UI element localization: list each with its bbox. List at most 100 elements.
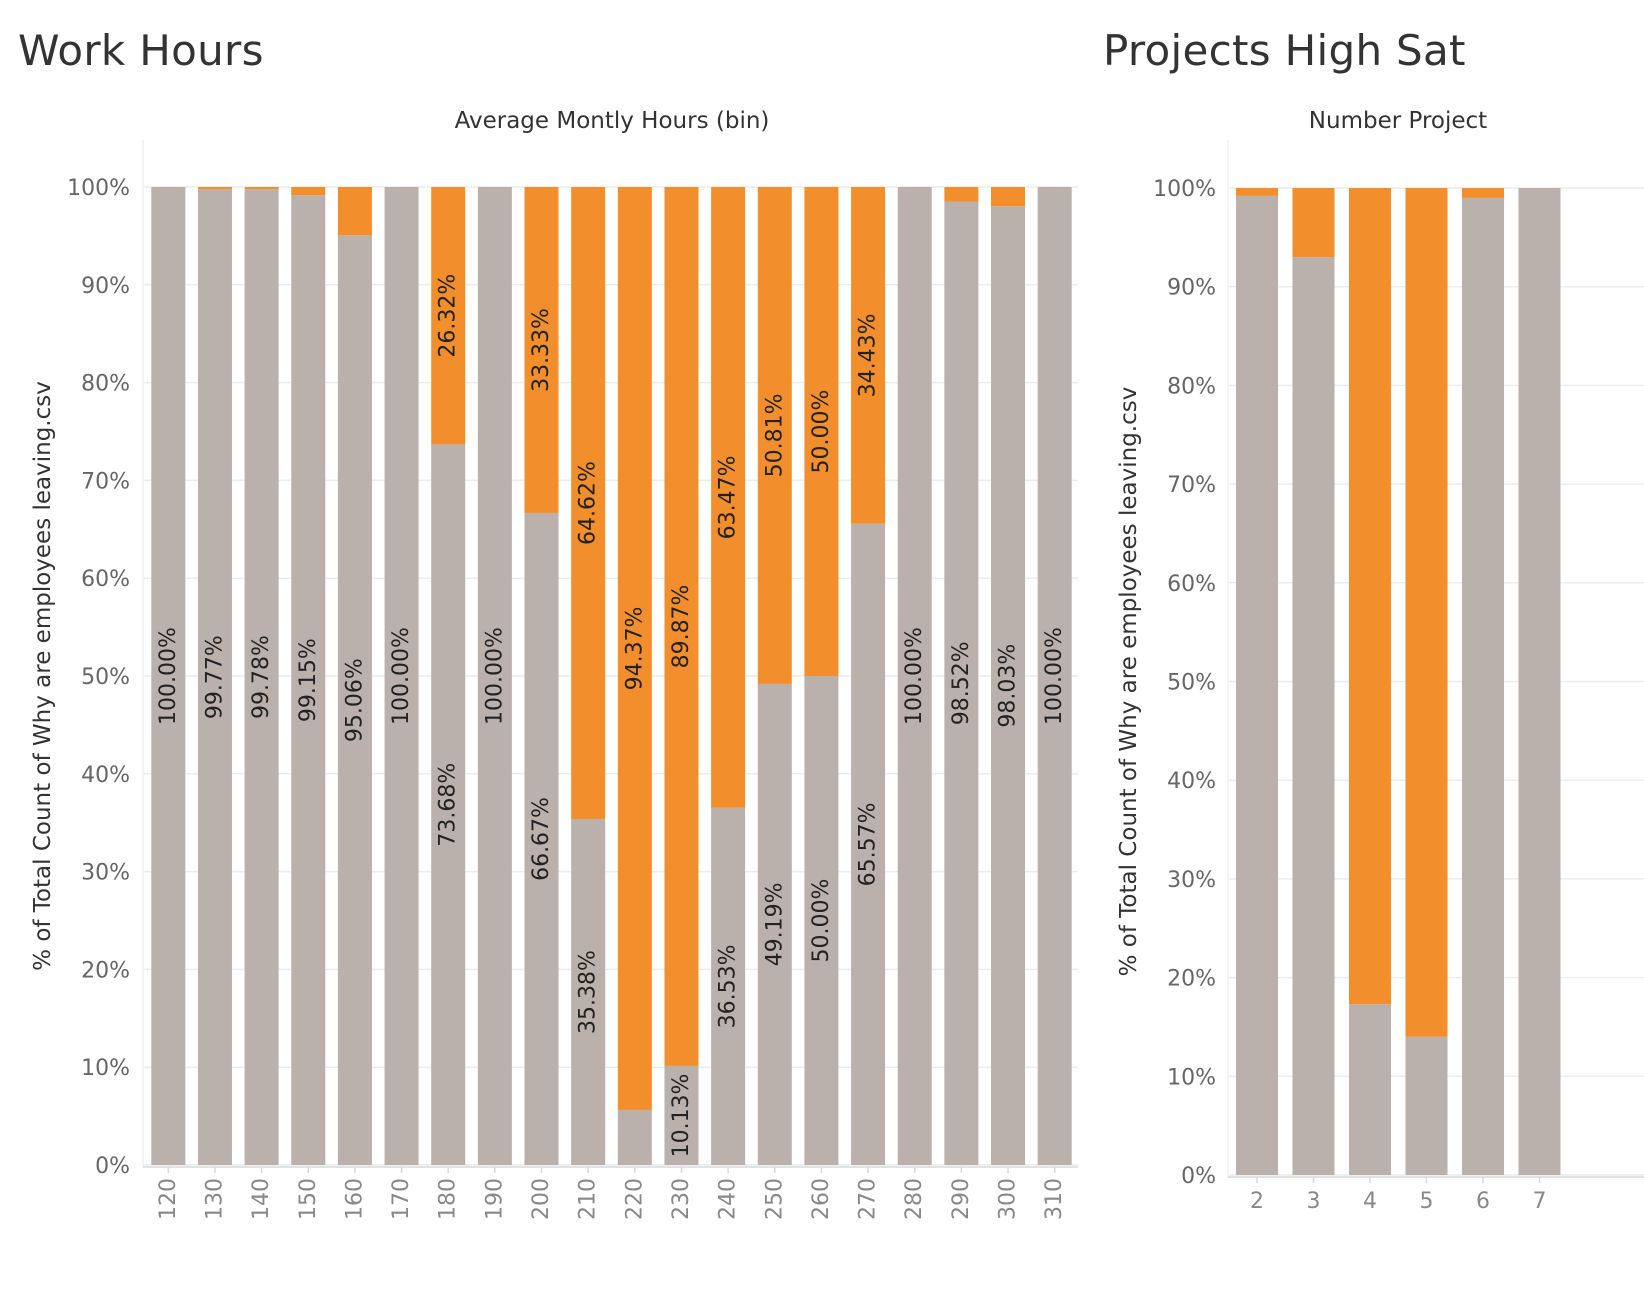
projects-bar-stay (1292, 257, 1335, 1176)
work-hours-y-tick: 40% (81, 763, 130, 788)
work-hours-bar-left (757, 187, 792, 684)
work-hours-data-label: 64.62% (576, 461, 601, 545)
projects-y-tick: 100% (1153, 177, 1216, 202)
work-hours-data-label: 66.67% (529, 797, 554, 881)
work-hours-bar-left (291, 187, 326, 196)
work-hours-bar-stay (244, 189, 279, 1165)
work-hours-data-label: 36.53% (716, 944, 741, 1028)
projects-x-tick-label: 2 (1250, 1189, 1264, 1214)
work-hours-bar-left (571, 187, 606, 819)
projects-y-tick: 90% (1167, 276, 1216, 301)
work-hours-x-tick-label: 190 (482, 1178, 507, 1220)
work-hours-bar-stay (1037, 187, 1072, 1165)
work-hours-bar-stay (711, 807, 746, 1165)
work-hours-bar-stay (477, 187, 512, 1165)
projects-bar-left (1349, 188, 1391, 1005)
work-hours-x-tick-label: 120 (156, 1178, 181, 1220)
work-hours-x-tick-label: 250 (762, 1178, 787, 1220)
work-hours-data-label: 98.52% (949, 641, 974, 725)
work-hours-bar-stay (197, 189, 232, 1166)
work-hours-bar-left (197, 187, 232, 190)
work-hours-data-label: 49.19% (762, 883, 787, 967)
work-hours-bar-left (804, 187, 839, 676)
work-hours-x-tick-label: 180 (436, 1178, 461, 1220)
projects-x-axis-title: Number Project (1309, 108, 1487, 134)
work-hours-y-axis-title: % of Total Count of Why are employees le… (30, 381, 56, 971)
work-hours-bar-stay (431, 444, 466, 1165)
work-hours-x-tick-label: 230 (669, 1178, 694, 1220)
work-hours-y-tick: 0% (95, 1154, 130, 1179)
projects-y-tick: 70% (1167, 473, 1216, 498)
work-hours-y-tick: 90% (81, 274, 130, 299)
work-hours-data-label: 26.32% (436, 274, 461, 358)
projects-y-axis-title: % of Total Count of Why are employees le… (1116, 387, 1142, 977)
work-hours-data-label: 100.00% (1042, 627, 1067, 725)
work-hours-x-tick-label: 210 (576, 1178, 601, 1220)
projects-y-tick: 50% (1167, 671, 1216, 696)
work-hours-data-label: 50.00% (809, 390, 834, 474)
projects-x-tick-label: 7 (1533, 1189, 1547, 1214)
work-hours-data-label: 100.00% (156, 627, 181, 725)
work-hours-bar-stay (804, 676, 839, 1165)
work-hours-bar-left (944, 187, 979, 202)
work-hours-x-tick-label: 160 (342, 1178, 367, 1220)
work-hours-x-tick-label: 140 (249, 1178, 274, 1220)
projects-x-tick-label: 6 (1476, 1189, 1490, 1214)
projects-high-sat-title: Projects High Sat (1103, 26, 1466, 75)
work-hours-data-label: 99.77% (202, 635, 227, 719)
work-hours-bar-left (851, 187, 886, 524)
projects-bar-stay (1462, 197, 1504, 1175)
work-hours-bar-stay (664, 1065, 699, 1165)
work-hours-data-label: 73.68% (436, 763, 461, 847)
work-hours-x-tick-label: 270 (856, 1178, 881, 1220)
projects-y-tick: 80% (1167, 374, 1216, 399)
work-hours-data-label: 10.13% (669, 1074, 694, 1158)
work-hours-data-label: 100.00% (389, 627, 414, 725)
projects-y-tick: 20% (1167, 967, 1216, 992)
work-hours-x-tick-label: 280 (902, 1178, 927, 1220)
work-hours-bar-left (524, 187, 559, 513)
work-hours-data-label: 94.37% (622, 607, 647, 691)
work-hours-bar-stay (897, 187, 932, 1165)
work-hours-data-label: 63.47% (716, 455, 741, 539)
work-hours-data-label: 100.00% (482, 627, 507, 725)
work-hours-bar-stay (991, 206, 1026, 1165)
projects-y-tick: 40% (1167, 769, 1216, 794)
projects-bar-stay (1236, 195, 1278, 1175)
projects-bar-stay (1349, 1004, 1391, 1175)
work-hours-x-tick-label: 220 (622, 1178, 647, 1220)
projects-x-tick-label: 3 (1307, 1189, 1321, 1214)
work-hours-bar-stay (524, 512, 559, 1165)
work-hours-bar-stay (851, 523, 886, 1165)
work-hours-bar-stay (151, 187, 186, 1165)
work-hours-x-tick-label: 310 (1042, 1178, 1067, 1220)
work-hours-x-tick-label: 290 (949, 1178, 974, 1220)
work-hours-x-tick-label: 200 (529, 1178, 554, 1220)
work-hours-x-tick-label: 150 (296, 1178, 321, 1220)
projects-y-tick: 30% (1167, 868, 1216, 893)
work-hours-x-tick-label: 260 (809, 1178, 834, 1220)
work-hours-bar-stay (757, 683, 792, 1165)
projects-x-tick-label: 4 (1363, 1189, 1377, 1214)
work-hours-data-label: 50.81% (762, 394, 787, 478)
work-hours-bar-left (991, 187, 1026, 207)
projects-bar-left (1462, 188, 1504, 198)
work-hours-bar-stay (384, 187, 419, 1165)
work-hours-bar-stay (337, 235, 372, 1165)
work-hours-bar-left (244, 187, 279, 190)
work-hours-x-tick-label: 170 (389, 1178, 414, 1220)
projects-y-tick: 60% (1167, 572, 1216, 597)
work-hours-bar-left (664, 187, 699, 1066)
work-hours-data-label: 100.00% (902, 627, 927, 725)
work-hours-bar-left (431, 187, 466, 445)
projects-bar-left (1236, 188, 1278, 196)
work-hours-title: Work Hours (18, 26, 264, 75)
projects-bar-left (1292, 188, 1335, 258)
work-hours-data-label: 65.57% (856, 802, 881, 886)
work-hours-bar-left (711, 187, 746, 808)
projects-x-tick-label: 5 (1420, 1189, 1434, 1214)
work-hours-bar-left (617, 187, 652, 1110)
projects-bar-stay (1518, 188, 1561, 1175)
work-hours-bar-left (337, 187, 372, 236)
